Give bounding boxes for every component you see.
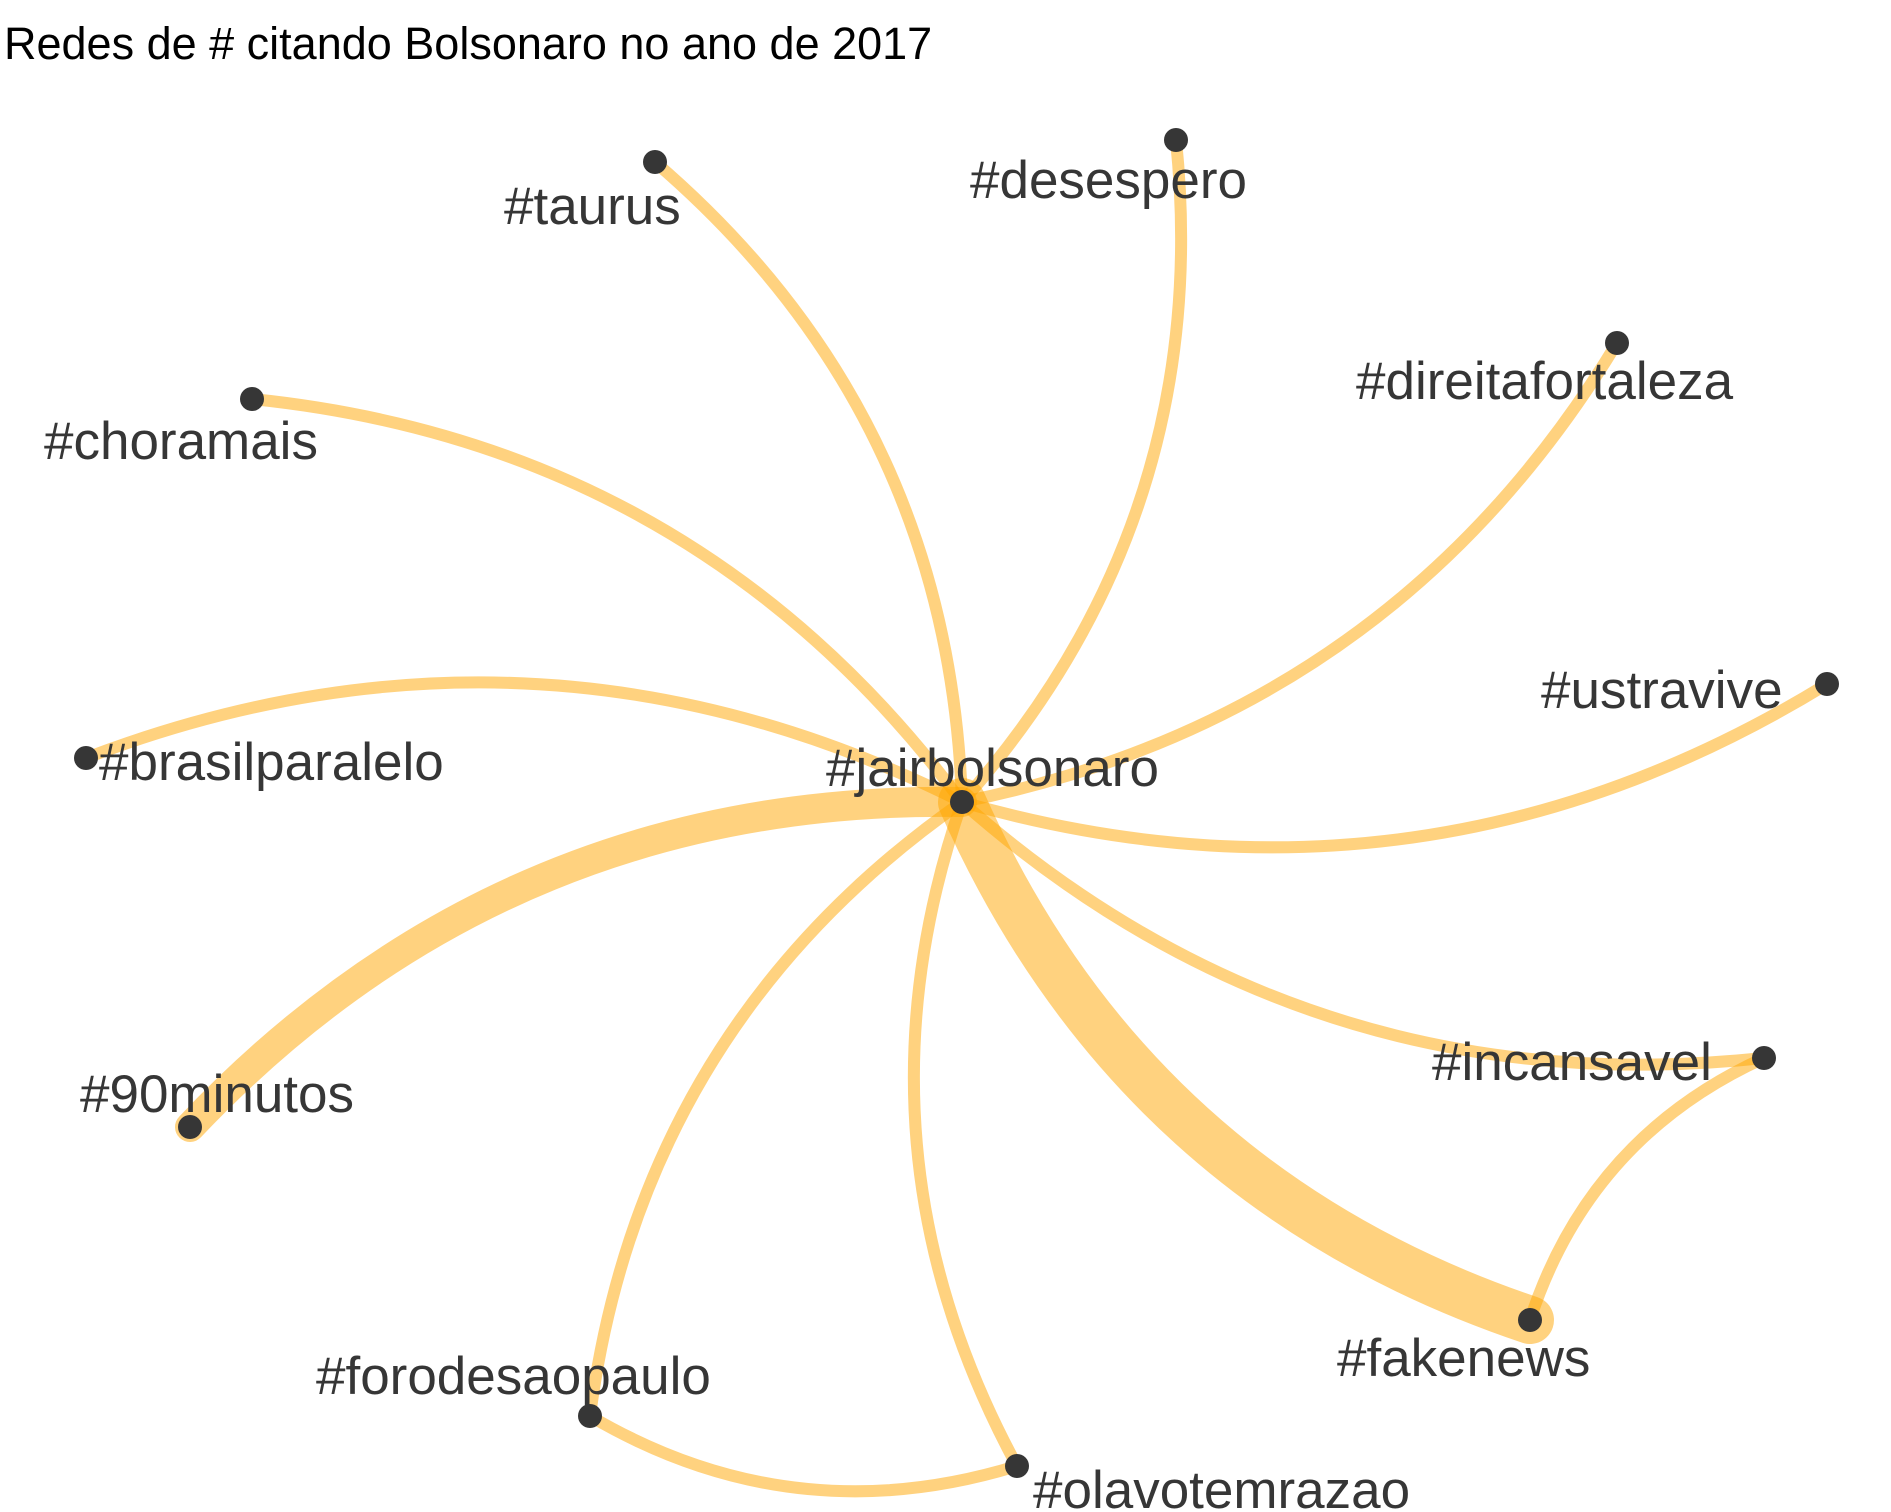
node-label-forodesaopaulo: #forodesaopaulo bbox=[316, 1347, 711, 1406]
node-choramais bbox=[240, 387, 264, 411]
edge-jairbolsonaro-choramais bbox=[246, 393, 968, 808]
node-label-incansavel: #incansavel bbox=[1432, 1033, 1712, 1092]
edge-jairbolsonaro-olavotemrazao bbox=[907, 796, 1023, 1472]
node-taurus bbox=[643, 150, 667, 174]
edge-jairbolsonaro-90minutos bbox=[175, 786, 977, 1142]
edge-jairbolsonaro-direitafortaleza bbox=[956, 337, 1623, 808]
node-label-ustravive: #ustravive bbox=[1541, 661, 1783, 720]
node-label-90minutos: #90minutos bbox=[80, 1065, 354, 1124]
node-label-direitafortaleza: #direitafortaleza bbox=[1356, 352, 1734, 411]
edge-jairbolsonaro-forodesaopaulo bbox=[584, 796, 968, 1422]
edge-jairbolsonaro-fakenews bbox=[938, 778, 1554, 1344]
node-brasilparalelo bbox=[74, 746, 98, 770]
nodes-layer bbox=[74, 128, 1839, 1478]
node-90minutos bbox=[178, 1115, 202, 1139]
node-label-choramais: #choramais bbox=[44, 412, 318, 471]
labels-layer: #jairbolsonaro #taurus #desespero #direitaf… bbox=[44, 151, 1783, 1512]
edge-jairbolsonaro-brasilparalelo bbox=[80, 676, 968, 808]
edge-jairbolsonaro-incansavel bbox=[956, 796, 1770, 1071]
node-forodesaopaulo bbox=[578, 1404, 602, 1428]
node-direitafortaleza bbox=[1605, 331, 1629, 355]
node-label-brasilparalelo: #brasilparalelo bbox=[99, 733, 444, 792]
node-fakenews bbox=[1518, 1308, 1542, 1332]
edge-forodesaopaulo-olavotemrazao bbox=[584, 1410, 1023, 1498]
node-desespero bbox=[1164, 128, 1188, 152]
edges-layer bbox=[80, 134, 1833, 1498]
node-label-olavotemrazao: #olavotemrazao bbox=[1033, 1461, 1410, 1512]
edge-incansavel-fakenews bbox=[1524, 1052, 1770, 1326]
node-label-fakenews: #fakenews bbox=[1337, 1329, 1590, 1388]
node-olavotemrazao bbox=[1005, 1454, 1029, 1478]
node-label-desespero: #desespero bbox=[970, 151, 1247, 210]
node-label-taurus: #taurus bbox=[504, 177, 681, 236]
edge-jairbolsonaro-ustravive bbox=[956, 678, 1833, 854]
node-label-jairbolsonaro: #jairbolsonaro bbox=[826, 739, 1159, 798]
node-incansavel bbox=[1752, 1046, 1776, 1070]
chart-title: Redes de # citando Bolsonaro no ano de 2… bbox=[4, 18, 933, 69]
node-ustravive bbox=[1815, 672, 1839, 696]
edge-jairbolsonaro-taurus bbox=[649, 156, 968, 808]
edge-jairbolsonaro-desespero bbox=[956, 134, 1188, 808]
node-jairbolsonaro bbox=[950, 790, 974, 814]
